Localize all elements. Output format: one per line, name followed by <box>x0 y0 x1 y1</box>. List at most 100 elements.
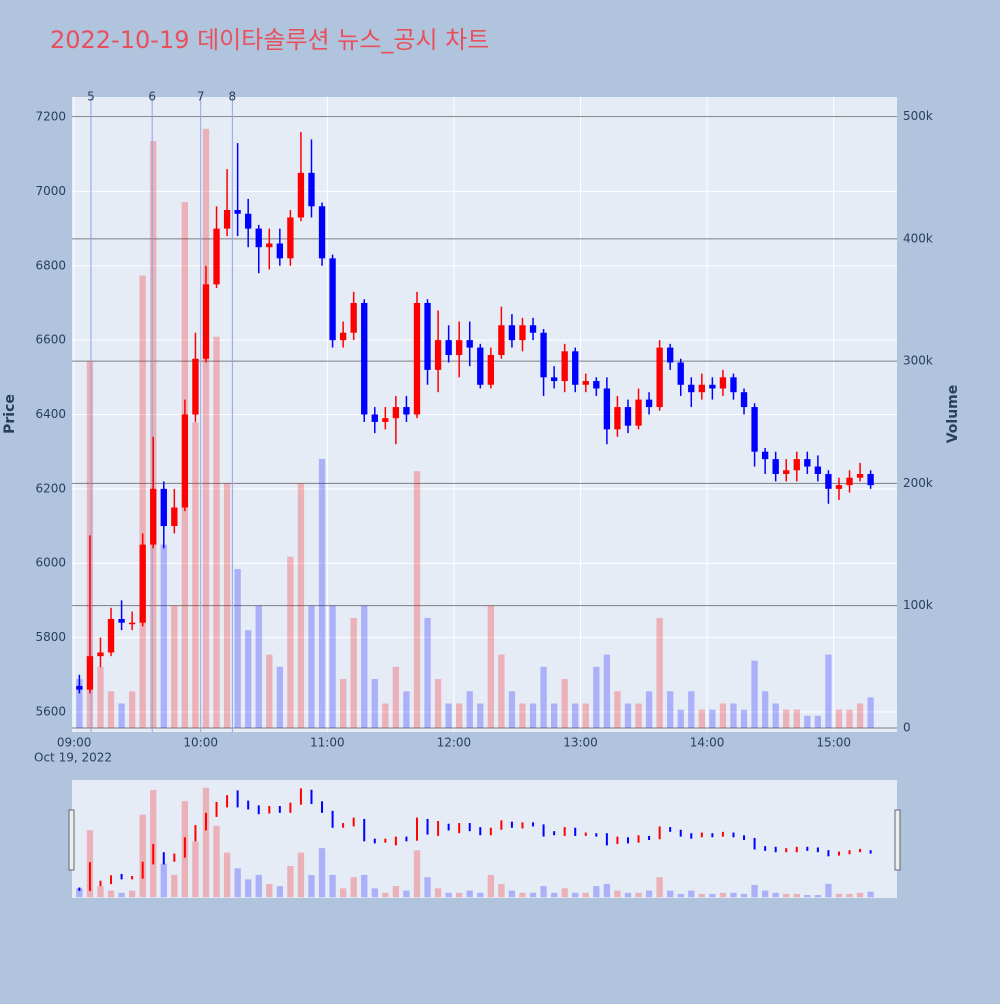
slider-volume-bar <box>804 895 811 898</box>
slider-volume-bar <box>550 892 558 898</box>
volume-bar <box>793 709 800 728</box>
slider-volume-bar <box>846 893 853 898</box>
volume-bar <box>424 617 431 728</box>
volume-bar <box>846 709 853 728</box>
slider-volume-bar <box>698 893 705 898</box>
slider-handle[interactable] <box>894 809 901 871</box>
slider-volume-bar <box>835 893 843 898</box>
volume-bar <box>508 691 516 728</box>
candle-body <box>160 488 167 527</box>
slider-volume-bar <box>139 814 146 898</box>
volume-bar <box>192 422 199 728</box>
slider-volume-bar <box>709 893 716 898</box>
volume-bar <box>318 458 326 728</box>
candle-body <box>825 473 832 489</box>
volume-bar <box>466 691 473 728</box>
volume-bar <box>498 654 505 728</box>
volume-bar <box>160 544 167 728</box>
y2-tick-label: 100k <box>903 598 933 612</box>
slider-volume-bar <box>76 888 83 898</box>
candle-body <box>804 459 811 467</box>
candle-body <box>150 488 157 545</box>
x-tick-label: 15:00 <box>816 736 851 750</box>
slider-volume-bar <box>561 888 568 898</box>
slider-volume-bar <box>308 874 315 898</box>
candle-body <box>445 340 452 356</box>
volume-bar <box>413 471 421 728</box>
volume-bar <box>434 679 442 728</box>
slider-volume-bar <box>297 852 305 898</box>
slider-volume-bar <box>761 890 769 898</box>
candle-body <box>128 622 136 625</box>
slider-handle[interactable] <box>68 809 75 871</box>
volume-bar <box>677 709 684 728</box>
volume-bar <box>867 697 874 728</box>
volume-bar <box>740 709 748 728</box>
candle-body <box>255 228 262 248</box>
volume-bar <box>804 715 811 728</box>
slider-volume-bar <box>318 848 326 898</box>
y-tick-label: 6400 <box>35 407 66 421</box>
slider-volume-bar <box>498 883 505 898</box>
candle-body <box>709 384 716 389</box>
slider-volume-bar <box>677 893 684 898</box>
candle-body <box>318 206 326 259</box>
y-tick-label: 6200 <box>35 481 66 495</box>
slider-volume-bar <box>751 884 758 898</box>
chart-title: 2022-10-19 데이타솔루션 뉴스_공시 차트 <box>50 26 489 54</box>
candle-body <box>572 351 579 385</box>
candle-body <box>139 544 146 623</box>
x-tick-label: 11:00 <box>310 736 345 750</box>
candle-body <box>772 459 779 474</box>
slider-volume-bar <box>740 893 748 898</box>
slider-volume-bar <box>128 890 136 898</box>
slider-volume-bar <box>413 850 421 898</box>
slider-volume-bar <box>403 890 410 898</box>
volume-bar <box>287 556 294 728</box>
volume-bar <box>540 666 547 728</box>
candle-body <box>793 459 800 471</box>
candle-body <box>181 414 189 508</box>
x-tick-label: 10:00 <box>183 736 218 750</box>
x-tick-label: 14:00 <box>690 736 725 750</box>
slider-volume-bar <box>688 890 695 898</box>
annotation-label: 7 <box>197 90 205 104</box>
slider-volume-bar <box>772 892 779 898</box>
slider-volume-bar <box>540 886 547 898</box>
candle-body <box>466 340 473 348</box>
slider-volume-bar <box>266 883 273 898</box>
slider-volume-bar <box>814 895 822 898</box>
candle-body <box>86 656 94 690</box>
candle-body <box>550 377 558 382</box>
volume-bar <box>519 703 526 728</box>
volume-bar <box>772 703 779 728</box>
volume-bar <box>97 666 104 728</box>
volume-bar <box>835 709 843 728</box>
annotation-label: 6 <box>148 90 156 104</box>
candle-body <box>624 407 632 426</box>
volume-bar <box>107 691 115 728</box>
volume-bar <box>139 275 146 728</box>
slider-volume-bar <box>424 877 431 898</box>
volume-bar <box>550 703 558 728</box>
slider-volume-bar <box>519 892 526 898</box>
candle-body <box>529 325 537 333</box>
volume-bar <box>814 715 822 728</box>
candle-body <box>645 399 653 408</box>
slider-volume-bar <box>287 865 294 898</box>
annotation-label: 8 <box>229 90 237 104</box>
volume-bar <box>603 654 611 728</box>
slider-volume-bar <box>382 892 389 898</box>
candle-body <box>245 213 252 229</box>
slider-volume-bar <box>371 888 378 898</box>
slider-volume-bar <box>783 893 790 898</box>
volume-bar <box>255 605 262 728</box>
candle-body <box>297 172 305 218</box>
range-slider[interactable] <box>72 780 897 898</box>
slider-volume-bar <box>719 892 727 898</box>
volume-bar <box>276 666 283 728</box>
y-tick-label: 7000 <box>35 184 66 198</box>
candle-body <box>719 377 727 389</box>
volume-bar <box>856 703 864 728</box>
volume-bar <box>392 666 400 728</box>
